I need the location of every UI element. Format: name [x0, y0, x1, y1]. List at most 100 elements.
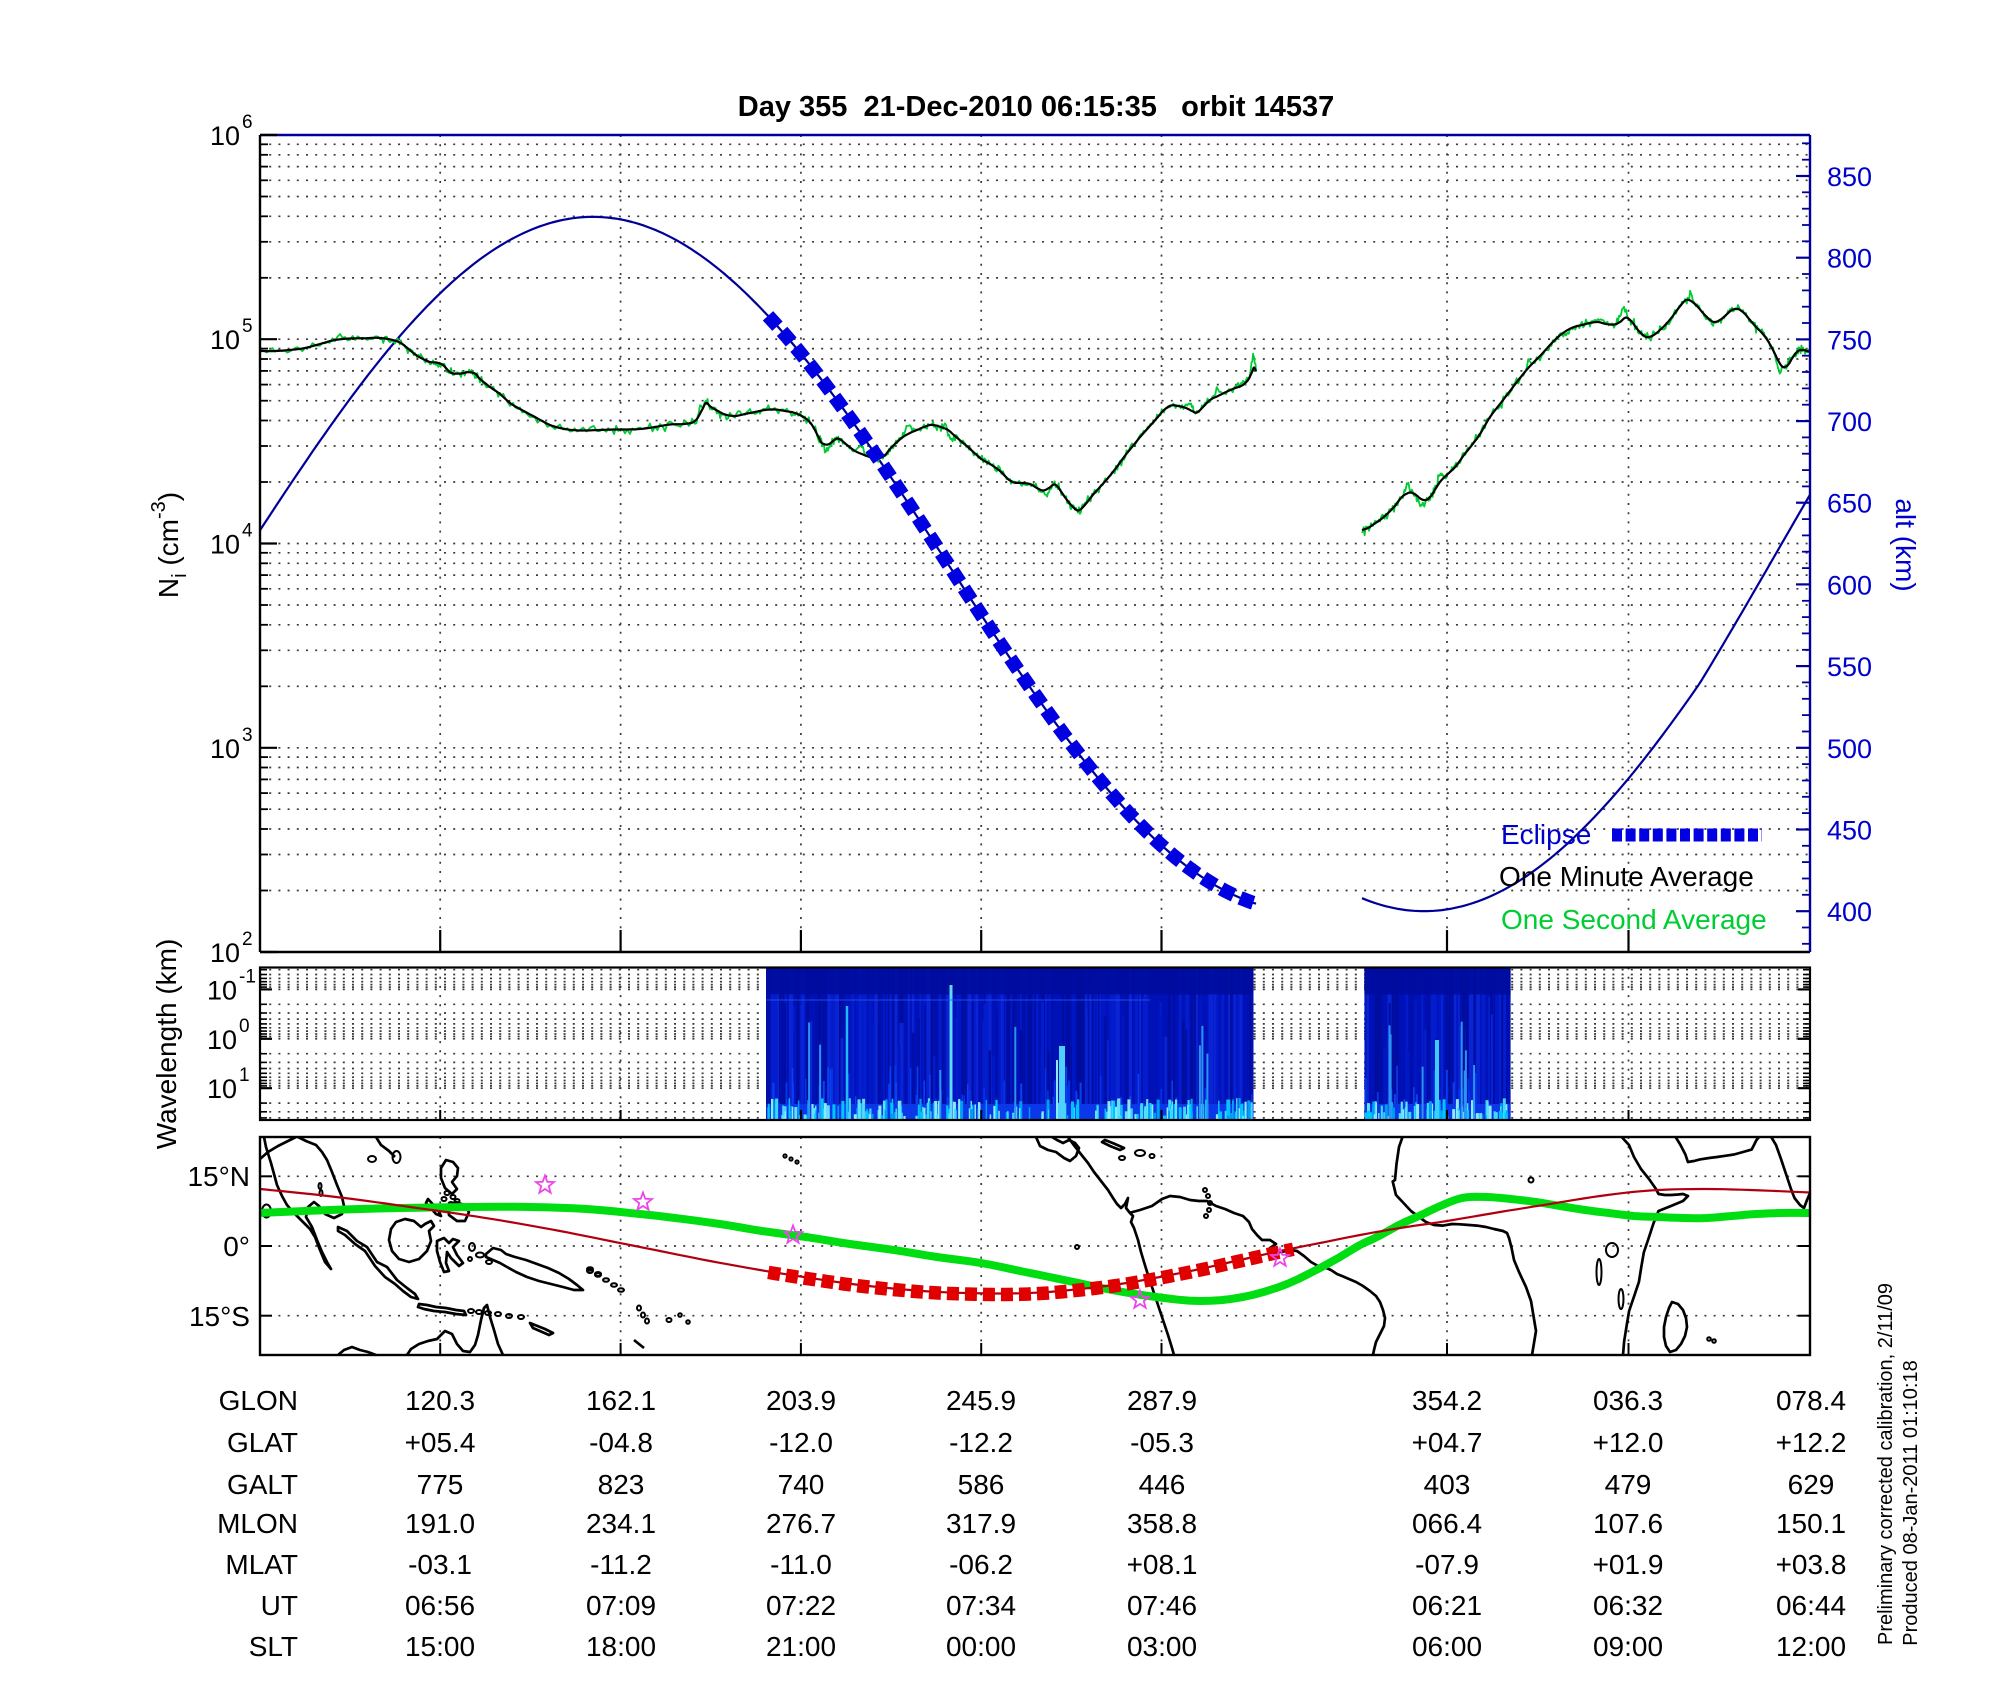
- svg-text:Preliminary corrected calibrat: Preliminary corrected calibration, 2/11/…: [1875, 1283, 1897, 1645]
- svg-text:775: 775: [417, 1469, 464, 1500]
- svg-text:10: 10: [210, 325, 240, 355]
- svg-text:-03.1: -03.1: [408, 1549, 472, 1580]
- svg-text:+12.0: +12.0: [1593, 1427, 1664, 1458]
- svg-text:10: 10: [207, 1074, 237, 1104]
- svg-text:245.9: 245.9: [946, 1385, 1016, 1416]
- svg-text:SLT: SLT: [249, 1631, 298, 1662]
- svg-text:+12.2: +12.2: [1776, 1427, 1847, 1458]
- svg-text:GLAT: GLAT: [227, 1427, 298, 1458]
- svg-text:10: 10: [210, 530, 240, 560]
- svg-text:586: 586: [958, 1469, 1005, 1500]
- svg-text:650: 650: [1827, 489, 1872, 519]
- svg-text:Produced 08-Jan-2011 01:10:18: Produced 08-Jan-2011 01:10:18: [1900, 1360, 1922, 1645]
- svg-text:+04.7: +04.7: [1412, 1427, 1483, 1458]
- svg-text:07:09: 07:09: [586, 1590, 656, 1621]
- svg-text:+03.8: +03.8: [1776, 1549, 1847, 1580]
- svg-text:10: 10: [210, 121, 240, 151]
- svg-text:+08.1: +08.1: [1127, 1549, 1198, 1580]
- svg-text:+01.9: +01.9: [1593, 1549, 1664, 1580]
- svg-text:MLAT: MLAT: [225, 1549, 298, 1580]
- svg-text:234.1: 234.1: [586, 1508, 656, 1539]
- svg-text:15°N: 15°N: [187, 1161, 250, 1192]
- svg-text:GALT: GALT: [227, 1469, 298, 1500]
- svg-text:6: 6: [242, 112, 253, 133]
- svg-text:10: 10: [207, 1025, 237, 1055]
- svg-text:UT: UT: [261, 1590, 298, 1621]
- svg-text:750: 750: [1827, 325, 1872, 355]
- svg-text:Day 355 21-Dec-2010 06:15:35: Day 355 21-Dec-2010 06:15:35 orbit 14537: [738, 91, 1334, 123]
- svg-text:450: 450: [1827, 816, 1872, 846]
- svg-text:09:00: 09:00: [1593, 1631, 1663, 1662]
- svg-text:00:00: 00:00: [946, 1631, 1016, 1662]
- svg-text:12:00: 12:00: [1776, 1631, 1846, 1662]
- svg-text:191.0: 191.0: [405, 1508, 475, 1539]
- svg-text:800: 800: [1827, 244, 1872, 274]
- svg-text:446: 446: [1139, 1469, 1186, 1500]
- svg-text:120.3: 120.3: [405, 1385, 475, 1416]
- svg-text:03:00: 03:00: [1127, 1631, 1197, 1662]
- svg-text:-12.2: -12.2: [949, 1427, 1013, 1458]
- svg-text:354.2: 354.2: [1412, 1385, 1482, 1416]
- svg-text:-07.9: -07.9: [1415, 1549, 1479, 1580]
- svg-text:066.4: 066.4: [1412, 1508, 1482, 1539]
- svg-text:-1: -1: [239, 966, 256, 987]
- svg-text:18:00: 18:00: [586, 1631, 656, 1662]
- svg-text:600: 600: [1827, 570, 1872, 600]
- svg-text:287.9: 287.9: [1127, 1385, 1197, 1416]
- svg-text:5: 5: [242, 316, 253, 337]
- svg-text:-04.8: -04.8: [589, 1427, 653, 1458]
- svg-text:403: 403: [1424, 1469, 1471, 1500]
- svg-text:10: 10: [210, 734, 240, 764]
- svg-text:500: 500: [1827, 734, 1872, 764]
- svg-text:07:46: 07:46: [1127, 1590, 1197, 1621]
- svg-text:One Second Average: One Second Average: [1501, 904, 1767, 935]
- svg-text:Wavelength (km): Wavelength (km): [151, 939, 182, 1150]
- svg-text:203.9: 203.9: [766, 1385, 836, 1416]
- svg-text:1: 1: [239, 1065, 250, 1086]
- svg-text:700: 700: [1827, 407, 1872, 437]
- svg-text:550: 550: [1827, 652, 1872, 682]
- svg-text:07:22: 07:22: [766, 1590, 836, 1621]
- svg-text:-06.2: -06.2: [949, 1549, 1013, 1580]
- svg-text:15°S: 15°S: [189, 1301, 250, 1332]
- svg-text:479: 479: [1605, 1469, 1652, 1500]
- svg-text:036.3: 036.3: [1593, 1385, 1663, 1416]
- svg-text:276.7: 276.7: [766, 1508, 836, 1539]
- svg-text:10: 10: [207, 975, 237, 1005]
- svg-text:MLON: MLON: [217, 1508, 298, 1539]
- svg-text:06:00: 06:00: [1412, 1631, 1482, 1662]
- svg-text:317.9: 317.9: [946, 1508, 1016, 1539]
- svg-text:629: 629: [1788, 1469, 1835, 1500]
- svg-text:3: 3: [242, 725, 253, 746]
- svg-text:0: 0: [239, 1016, 250, 1037]
- svg-text:GLON: GLON: [219, 1385, 298, 1416]
- svg-text:Eclipse: Eclipse: [1501, 819, 1591, 850]
- svg-text:06:32: 06:32: [1593, 1590, 1663, 1621]
- svg-text:358.8: 358.8: [1127, 1508, 1197, 1539]
- svg-text:0°: 0°: [223, 1231, 250, 1262]
- svg-text:2: 2: [242, 929, 253, 950]
- svg-text:850: 850: [1827, 162, 1872, 192]
- svg-text:alt (km): alt (km): [1890, 498, 1921, 591]
- svg-text:+05.4: +05.4: [405, 1427, 476, 1458]
- svg-text:-11.2: -11.2: [590, 1549, 652, 1580]
- svg-text:4: 4: [242, 521, 253, 542]
- svg-text:06:44: 06:44: [1776, 1590, 1846, 1621]
- svg-text:-05.3: -05.3: [1130, 1427, 1194, 1458]
- svg-text:One Minute Average: One Minute Average: [1499, 861, 1754, 892]
- svg-text:06:21: 06:21: [1412, 1590, 1482, 1621]
- svg-text:-12.0: -12.0: [769, 1427, 833, 1458]
- svg-text:740: 740: [778, 1469, 825, 1500]
- svg-text:400: 400: [1827, 897, 1872, 927]
- svg-text:150.1: 150.1: [1776, 1508, 1846, 1539]
- svg-text:Ni (cm-3): Ni (cm-3): [148, 492, 191, 598]
- svg-text:-11.0: -11.0: [770, 1549, 832, 1580]
- svg-text:07:34: 07:34: [946, 1590, 1016, 1621]
- svg-text:21:00: 21:00: [766, 1631, 836, 1662]
- svg-text:15:00: 15:00: [405, 1631, 475, 1662]
- svg-text:06:56: 06:56: [405, 1590, 475, 1621]
- svg-text:10: 10: [210, 938, 240, 968]
- svg-text:823: 823: [598, 1469, 645, 1500]
- svg-text:107.6: 107.6: [1593, 1508, 1663, 1539]
- svg-text:078.4: 078.4: [1776, 1385, 1846, 1416]
